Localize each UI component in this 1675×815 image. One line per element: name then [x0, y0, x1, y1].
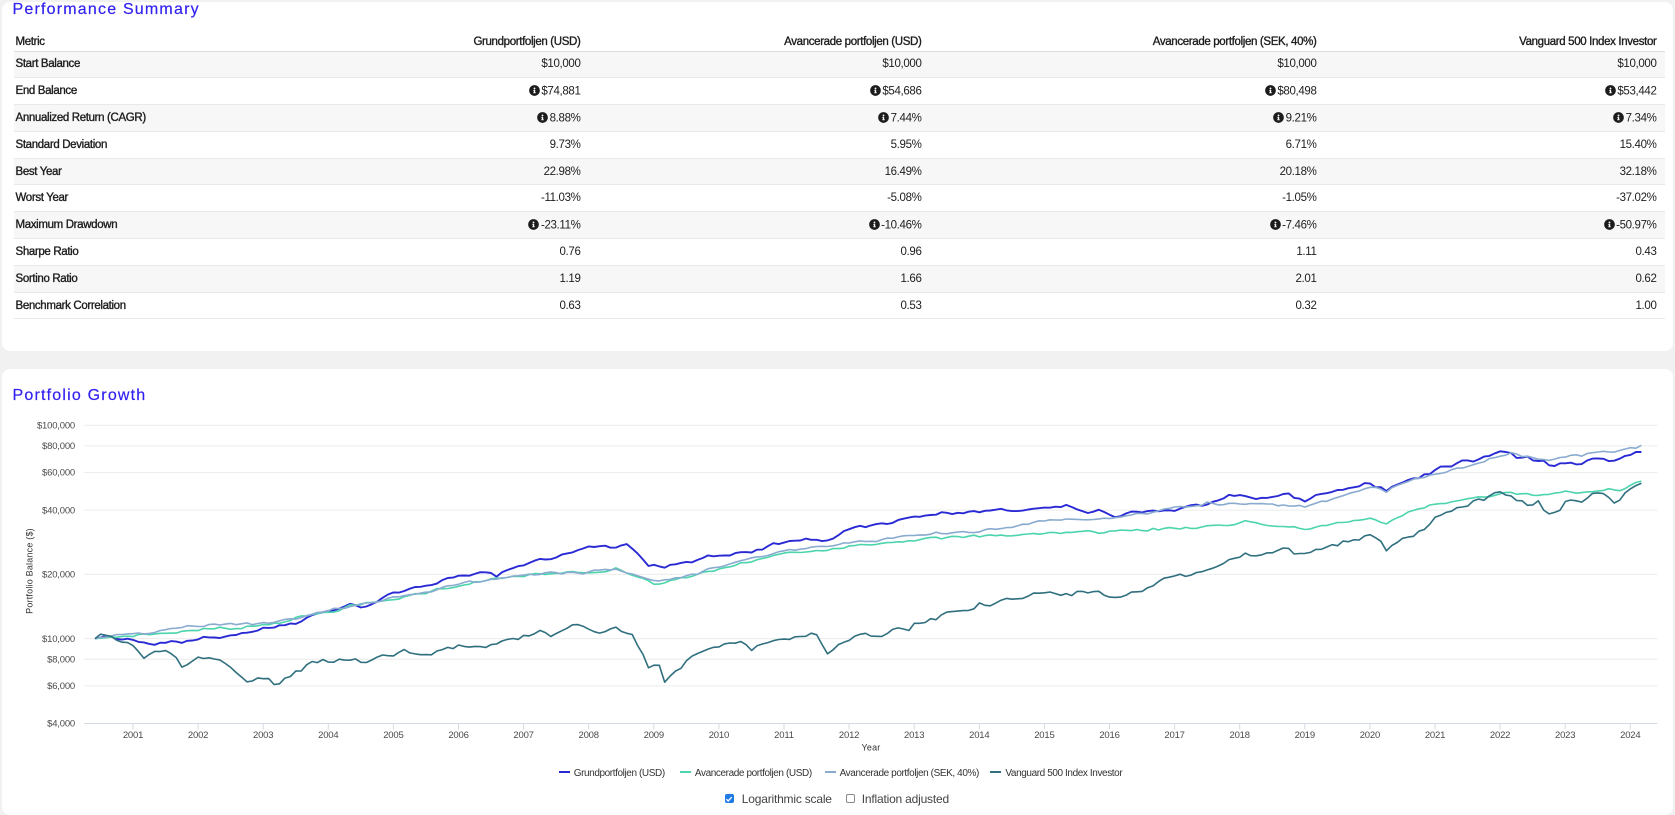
svg-text:2006: 2006 [448, 730, 468, 741]
svg-text:2022: 2022 [1490, 730, 1510, 741]
svg-text:2016: 2016 [1099, 730, 1119, 741]
svg-text:2024: 2024 [1620, 730, 1640, 741]
svg-text:2015: 2015 [1034, 730, 1054, 741]
svg-text:$80,000: $80,000 [42, 441, 75, 452]
svg-text:2008: 2008 [579, 730, 599, 741]
svg-text:2001: 2001 [123, 730, 143, 741]
svg-text:2011: 2011 [774, 730, 794, 741]
svg-text:2005: 2005 [383, 730, 403, 741]
svg-text:$8,000: $8,000 [47, 655, 75, 666]
svg-text:2002: 2002 [188, 730, 208, 741]
svg-text:$40,000: $40,000 [42, 505, 75, 516]
svg-text:Year: Year [862, 743, 881, 753]
svg-text:2023: 2023 [1555, 730, 1575, 741]
svg-text:$60,000: $60,000 [42, 468, 75, 479]
svg-text:2021: 2021 [1425, 730, 1445, 741]
svg-text:2019: 2019 [1295, 730, 1315, 741]
svg-text:2014: 2014 [969, 730, 989, 741]
svg-text:$20,000: $20,000 [42, 570, 75, 581]
svg-text:Portfolio Balance ($): Portfolio Balance ($) [25, 528, 35, 614]
svg-text:2018: 2018 [1230, 730, 1250, 741]
svg-text:2020: 2020 [1360, 730, 1380, 741]
svg-text:2017: 2017 [1164, 730, 1184, 741]
svg-text:2003: 2003 [253, 730, 273, 741]
svg-text:$6,000: $6,000 [47, 681, 75, 692]
svg-text:2012: 2012 [839, 730, 859, 741]
svg-text:$4,000: $4,000 [47, 719, 75, 730]
svg-text:2010: 2010 [709, 730, 729, 741]
svg-text:2004: 2004 [318, 730, 338, 741]
svg-text:2009: 2009 [644, 730, 664, 741]
svg-text:$10,000: $10,000 [42, 634, 75, 645]
svg-text:2007: 2007 [513, 730, 533, 741]
svg-text:$100,000: $100,000 [37, 420, 75, 431]
svg-text:2013: 2013 [904, 730, 924, 741]
